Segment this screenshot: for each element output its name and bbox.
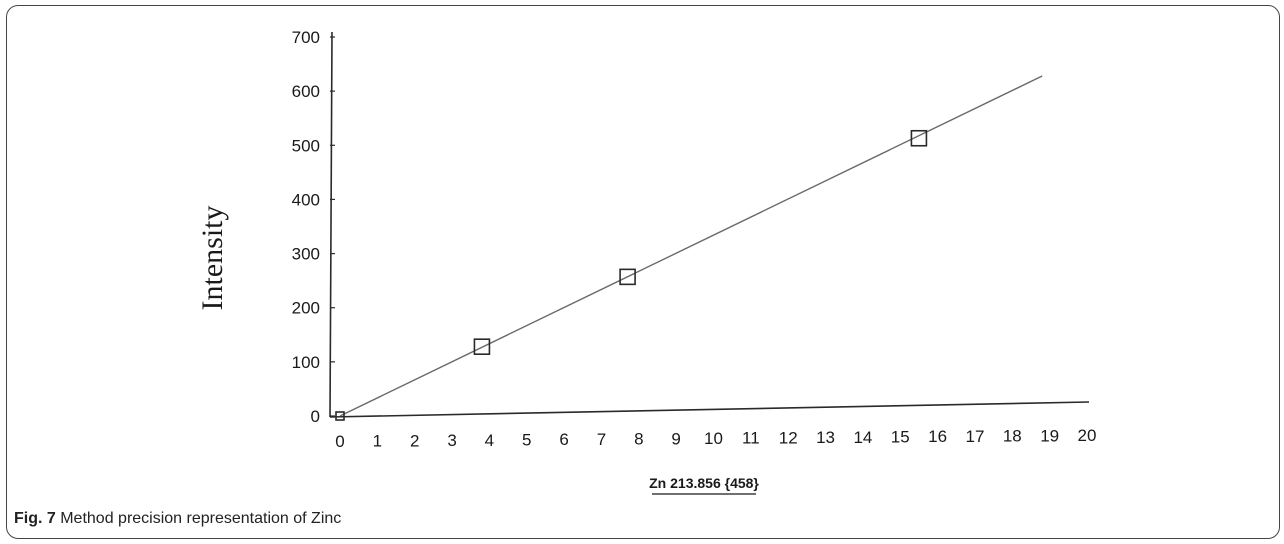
fit-line-group: [339, 75, 1043, 417]
x-axis-label: Zn 213.856 {458}: [649, 475, 759, 491]
y-tick-labels: 0 100 200 300 400 500 600 700: [292, 28, 320, 426]
x-tick-label: 19: [1040, 426, 1059, 445]
data-point: [335, 411, 345, 421]
x-tick-label: 6: [559, 430, 568, 449]
x-tick-label: 20: [1078, 426, 1097, 445]
x-tick-label: 18: [1003, 427, 1022, 446]
fit-line: [339, 75, 1043, 417]
data-points: [335, 129, 928, 421]
figure-frame: [6, 5, 1280, 539]
y-tick-label: 500: [292, 136, 320, 155]
x-tick-label: 1: [373, 432, 382, 451]
x-tick-label: 3: [447, 431, 456, 450]
x-tick-label: 13: [816, 428, 835, 447]
data-point: [473, 338, 491, 355]
x-tick-label: 5: [522, 431, 531, 450]
y-tick-label: 400: [292, 190, 320, 209]
x-tick-label: 12: [779, 428, 798, 447]
x-tick-label: 4: [485, 431, 494, 450]
figure-caption: Fig. 7 Method precision representation o…: [14, 510, 341, 528]
x-tick-label: 10: [704, 429, 723, 448]
x-tick-label: 17: [965, 427, 984, 446]
x-axis-line: [329, 401, 1090, 418]
y-tick-label: 300: [292, 245, 320, 264]
axes: [329, 31, 1090, 418]
y-tick-label: 200: [292, 299, 320, 318]
y-tick-label: 100: [292, 353, 320, 372]
y-axis-label: Intensity: [196, 206, 229, 311]
data-point: [910, 129, 928, 147]
caption-text: Method precision representation of Zinc: [55, 510, 342, 527]
data-point: [619, 268, 636, 286]
x-tick-label: 0: [335, 432, 344, 451]
y-tick-label: 600: [292, 82, 320, 101]
x-tick-label: 8: [634, 430, 643, 449]
x-tick-label: 14: [853, 428, 872, 447]
x-tick-label: 11: [742, 429, 760, 448]
x-tick-label: 16: [928, 427, 947, 446]
x-tick-label: 9: [671, 429, 680, 448]
x-tick-label: 15: [891, 428, 910, 447]
x-tick-label: 7: [597, 430, 606, 449]
y-axis-line: [329, 31, 333, 418]
figure-number: Fig. 7: [14, 510, 56, 527]
y-tick-label: 700: [292, 28, 320, 47]
x-tick-labels: 0 1 2 3 4 5 6 7 8 9 10 11 12 13 14 15 16 17 18 19 20: [335, 426, 1096, 451]
x-tick-label: 2: [410, 431, 419, 450]
y-tick-label: 0: [311, 407, 320, 426]
